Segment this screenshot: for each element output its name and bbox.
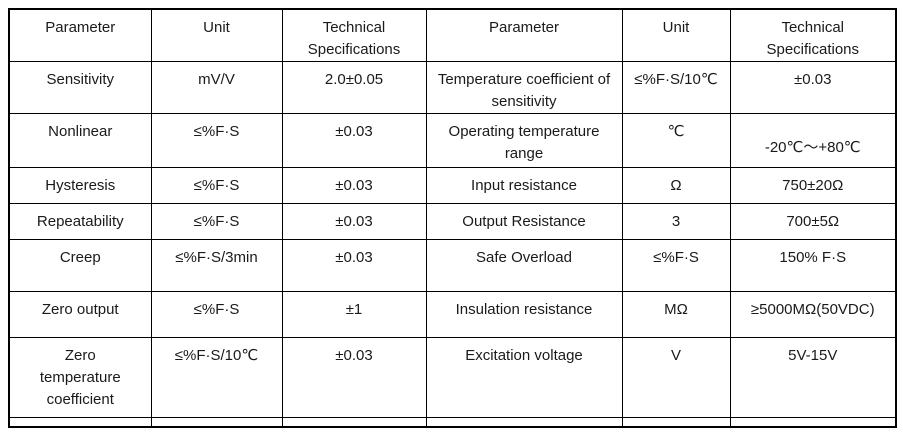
table-row-hysteresis: Hysteresis ≤%F·S ±0.03 Input resistance … [8, 167, 897, 204]
parameter-cell: Creep [8, 239, 152, 292]
unit-cell: MΩ [621, 291, 731, 338]
spec-cell: 2.0±0.05 [281, 61, 427, 114]
table-row-zero-temp-coefficient: Zero temperature coefficient ≤%F·S/10℃ ±… [8, 337, 897, 418]
parameter-cell: Insulation resistance [425, 291, 623, 338]
spec-cell: ±0.03 [281, 167, 427, 204]
empty-cell [729, 417, 897, 427]
spec-cell: -20℃～+80℃ [729, 113, 897, 168]
unit-cell: ≤%F·S [150, 167, 283, 204]
parameter-cell: Safe Overload [425, 239, 623, 292]
unit-cell: 3 [621, 203, 731, 240]
spec-cell: 150% F·S [729, 239, 897, 292]
table-row-nonlinear: Nonlinear ≤%F·S ±0.03 Operating temperat… [8, 113, 897, 168]
unit-cell: ≤%F·S/10℃ [150, 337, 283, 418]
unit-cell: mV/V [150, 61, 283, 114]
spec-cell: ±0.03 [281, 113, 427, 168]
header-parameter-right: Parameter [425, 8, 623, 62]
spec-cell: 700±5Ω [729, 203, 897, 240]
parameter-cell: Repeatability [8, 203, 152, 240]
spec-cell: ±0.03 [729, 61, 897, 114]
unit-cell: ≤%F·S/10℃ [621, 61, 731, 114]
parameter-text: Zero temperature coefficient [39, 347, 121, 408]
table-row-empty [8, 417, 897, 427]
spec-cell: ±1 [281, 291, 427, 338]
unit-cell: V [621, 337, 731, 418]
spec-cell: ±0.03 [281, 203, 427, 240]
parameter-cell: Input resistance [425, 167, 623, 204]
unit-cell: ≤%F·S [621, 239, 731, 292]
header-parameter-left: Parameter [8, 8, 152, 62]
empty-cell [8, 417, 152, 427]
parameter-cell: Zero output [8, 291, 152, 338]
table-row-zero-output: Zero output ≤%F·S ±1 Insulation resistan… [8, 291, 897, 338]
spec-cell: ±0.03 [281, 337, 427, 418]
unit-cell: ℃ [621, 113, 731, 168]
spec-table: Parameter Unit Technical Specifications … [8, 8, 897, 428]
parameter-cell: Temperature coefficient of sensitivity [425, 61, 623, 114]
empty-cell [621, 417, 731, 427]
spec-cell: ±0.03 [281, 239, 427, 292]
unit-cell: Ω [621, 167, 731, 204]
parameter-cell: Output Resistance [425, 203, 623, 240]
parameter-cell: Zero temperature coefficient [8, 337, 152, 418]
unit-cell: ≤%F·S [150, 113, 283, 168]
spec-cell: 5V-15V [729, 337, 897, 418]
spec-cell: ≥5000MΩ(50VDC) [729, 291, 897, 338]
spec-cell: 750±20Ω [729, 167, 897, 204]
empty-cell [150, 417, 283, 427]
parameter-cell: Hysteresis [8, 167, 152, 204]
table-row-repeatability: Repeatability ≤%F·S ±0.03 Output Resista… [8, 203, 897, 240]
header-spec-right: Technical Specifications [729, 8, 897, 62]
empty-cell [281, 417, 427, 427]
header-unit-left: Unit [150, 8, 283, 62]
unit-cell: ≤%F·S/3min [150, 239, 283, 292]
empty-cell [425, 417, 623, 427]
header-spec-left: Technical Specifications [281, 8, 427, 62]
unit-cell: ≤%F·S [150, 291, 283, 338]
header-unit-right: Unit [621, 8, 731, 62]
table-row-sensitivity: Sensitivity mV/V 2.0±0.05 Temperature co… [8, 61, 897, 114]
parameter-cell: Operating temperature range [425, 113, 623, 168]
parameter-cell: Sensitivity [8, 61, 152, 114]
unit-cell: ≤%F·S [150, 203, 283, 240]
parameter-cell: Excitation voltage [425, 337, 623, 418]
header-row: Parameter Unit Technical Specifications … [8, 8, 897, 62]
table-row-creep: Creep ≤%F·S/3min ±0.03 Safe Overload ≤%F… [8, 239, 897, 292]
parameter-cell: Nonlinear [8, 113, 152, 168]
